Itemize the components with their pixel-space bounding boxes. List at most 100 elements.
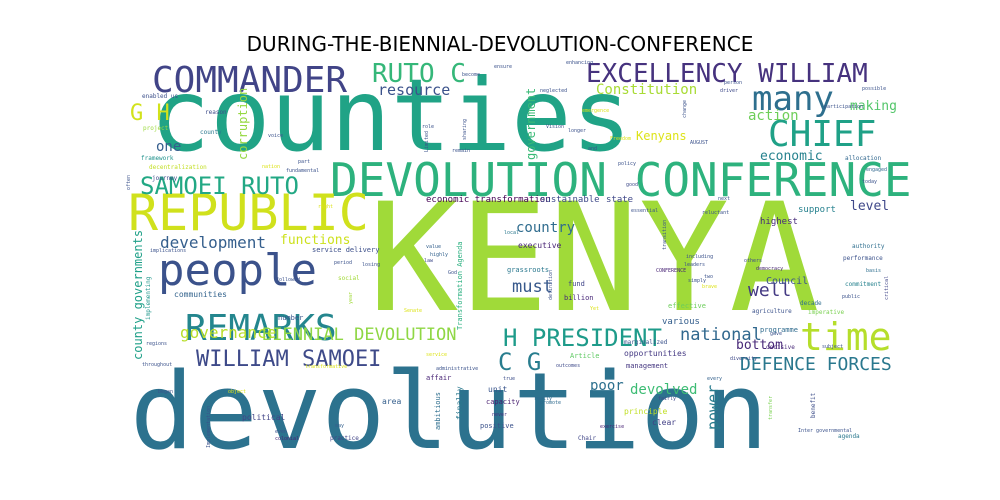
word-benefit: benefit (810, 392, 817, 418)
word-biennial-devolution: BIENNIAL DEVOLUTION (262, 325, 456, 345)
word-effective: effective (668, 302, 706, 310)
word-conference: CONFERENCE (656, 268, 686, 274)
word-decisive: decisive (766, 344, 795, 351)
word-ensure: ensure (494, 64, 512, 70)
word-governance: governance (180, 323, 276, 342)
word-definition: definition (548, 270, 554, 300)
word-project: project (143, 125, 169, 132)
word-god: God (448, 270, 457, 276)
word-devolution: devolution (130, 350, 768, 473)
word-political: political (242, 413, 286, 422)
word-time: time (800, 315, 892, 359)
word-emergence: emergence (582, 108, 609, 114)
word-practice: practice (330, 435, 359, 442)
word-highly: highly (430, 252, 448, 258)
word-framework: framework (141, 155, 174, 162)
word-exercise: exercise (600, 424, 624, 430)
word-decentralization: decentralization (149, 164, 207, 171)
word-subject: subject (822, 344, 843, 350)
word-grassroots: grassroots (507, 266, 549, 274)
word-executive: executive (518, 241, 562, 250)
word-promote: promote (540, 400, 561, 406)
word-essential: essential (631, 208, 658, 214)
word-clear: clear (652, 418, 676, 427)
word-unit: unit (488, 385, 507, 394)
word-power: power (704, 385, 722, 430)
word-two: two (704, 274, 713, 280)
word-commitment: commitment (845, 281, 882, 288)
word-defence-forces: DEFENCE FORCES (740, 354, 892, 375)
word-council: Council (766, 276, 808, 287)
word-principle: principle (624, 407, 668, 416)
word-support: support (798, 205, 836, 215)
word-followed: followed (276, 277, 300, 283)
word-sharing: sharing (462, 119, 468, 140)
word-become: become (462, 72, 480, 78)
word-communities: communities (174, 290, 227, 299)
word-colonial: colonial (275, 436, 299, 442)
word-vision: Vision (546, 124, 564, 130)
word-sustainable: sustainable (540, 195, 600, 205)
word-affair: affair (426, 374, 451, 382)
word-service-delivery: service delivery (312, 246, 379, 254)
word-programme: programme (760, 326, 798, 334)
word-article: Article (570, 352, 600, 360)
word-william-samoei: WILLIAM SAMOEI (196, 347, 381, 372)
word-authority: authority (852, 243, 885, 250)
word-corruption: corruption (236, 88, 250, 160)
word-making: making (850, 99, 897, 114)
word-level: level (850, 199, 889, 214)
word-kenya: KENYA (368, 172, 820, 346)
word-freedom: Freedom (610, 136, 631, 142)
word-reluctant: reluctant (702, 210, 729, 216)
word-poor: poor (590, 378, 624, 394)
word-g-h: G H (130, 101, 170, 126)
word-critical: critical (884, 276, 890, 300)
word-transformative: transformative (305, 364, 347, 370)
word-various: various (662, 317, 700, 327)
word-next: next (718, 196, 730, 202)
word-economic-transformation: economic transformation (426, 195, 551, 205)
word-capacity: capacity (486, 398, 520, 406)
word-well: well (748, 280, 791, 301)
word-began: began (158, 389, 173, 395)
word-positive: positive (480, 422, 514, 430)
word-devolution-conference: DEVOLUTION CONFERENCE (330, 153, 912, 207)
word-brave: brave (702, 284, 717, 290)
word-opportunities: opportunities (624, 349, 687, 358)
word-agenda: agenda (838, 433, 860, 440)
word-diversity: diversity (730, 356, 757, 362)
word-voice: voice (268, 133, 283, 139)
word-limited: Limited (424, 131, 430, 152)
word-person: person (724, 80, 742, 86)
word-state: state (606, 195, 633, 205)
chart-title: DURING-THE-BIENNIAL-DEVOLUTION-CONFERENC… (246, 32, 754, 56)
word-role: role (422, 124, 434, 130)
word-leaders: leaders (684, 262, 705, 268)
word-highest: highest (760, 217, 798, 227)
word-functions: functions (280, 233, 350, 248)
word-transformation-agenda: Transformation Agenda (456, 241, 464, 330)
word-county-governments: county governments (131, 230, 145, 360)
word-part: part (298, 159, 310, 165)
word-enhancing: enhancing (566, 60, 593, 66)
word-remain: remain (452, 148, 470, 154)
word-engaged: engaged (866, 167, 887, 173)
word-social: social (338, 275, 360, 282)
word-fundamental: fundamental (286, 168, 319, 174)
word-reason: reason (205, 109, 227, 116)
word-journey: journey (152, 175, 178, 182)
word-commander: COMMANDER (152, 60, 347, 101)
word-economic: economic (760, 149, 823, 164)
word-billion: billion (564, 294, 594, 302)
word-may: may (335, 423, 344, 429)
word-basis: basis (866, 268, 881, 274)
word-resource: resource (378, 81, 450, 99)
word-and: and (588, 146, 597, 152)
word-kenyans: Kenyans (636, 129, 687, 143)
word-true: true (503, 376, 515, 382)
word-excellency-william: EXCELLENCY WILLIAM (586, 59, 868, 89)
word-really: really (534, 396, 552, 402)
word-republic: REPUBLIC (128, 184, 369, 242)
